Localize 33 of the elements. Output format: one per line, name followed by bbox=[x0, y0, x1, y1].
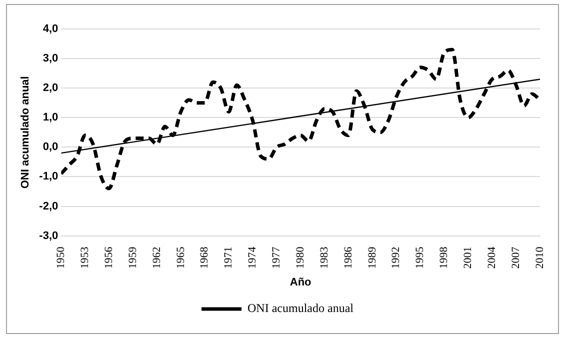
y-tick-label: 1,0 bbox=[42, 112, 58, 124]
x-tick-label: 2007 bbox=[510, 246, 522, 269]
x-tick-label: 1962 bbox=[150, 246, 163, 269]
y-tick-label: 2,0 bbox=[42, 82, 58, 94]
y-tick-label: 3,0 bbox=[42, 52, 58, 65]
x-axis-title: Año bbox=[290, 276, 312, 288]
x-tick-label: 1977 bbox=[270, 246, 283, 269]
x-tick-label: 1995 bbox=[414, 246, 426, 269]
x-tick-label: 1989 bbox=[366, 246, 378, 269]
x-tick-label: 1956 bbox=[102, 246, 115, 269]
x-tick-label: 1953 bbox=[78, 246, 91, 269]
x-tick-label: 1974 bbox=[246, 246, 259, 269]
y-tick-label: -2,0 bbox=[39, 200, 58, 212]
x-tick-label: 1992 bbox=[390, 246, 402, 269]
x-tick-label: 1971 bbox=[222, 246, 235, 269]
y-tick-label: -3,0 bbox=[39, 230, 58, 242]
x-tick-label: 2001 bbox=[462, 246, 474, 269]
x-tick-label: 1968 bbox=[198, 246, 211, 269]
x-tick-label: 1959 bbox=[126, 246, 139, 269]
x-tick-label: 1980 bbox=[294, 246, 306, 269]
y-axis-title: ONI acumulado anual bbox=[20, 76, 32, 189]
x-tick-label: 1965 bbox=[174, 246, 187, 269]
x-tick-label: 1983 bbox=[318, 246, 330, 269]
x-tick-label: 1986 bbox=[342, 246, 354, 269]
y-tick-label: 4,0 bbox=[42, 23, 58, 36]
x-tick-label: 2010 bbox=[534, 246, 546, 269]
legend-label: ONI acumulado anual bbox=[248, 301, 354, 316]
x-tick-label: 1950 bbox=[55, 246, 68, 269]
x-tick-label: 1998 bbox=[438, 246, 450, 269]
x-tick-label: 2004 bbox=[486, 246, 498, 269]
y-tick-label: 0,0 bbox=[42, 141, 58, 154]
line-series bbox=[61, 48, 540, 190]
y-tick-label: -1,0 bbox=[39, 170, 58, 183]
